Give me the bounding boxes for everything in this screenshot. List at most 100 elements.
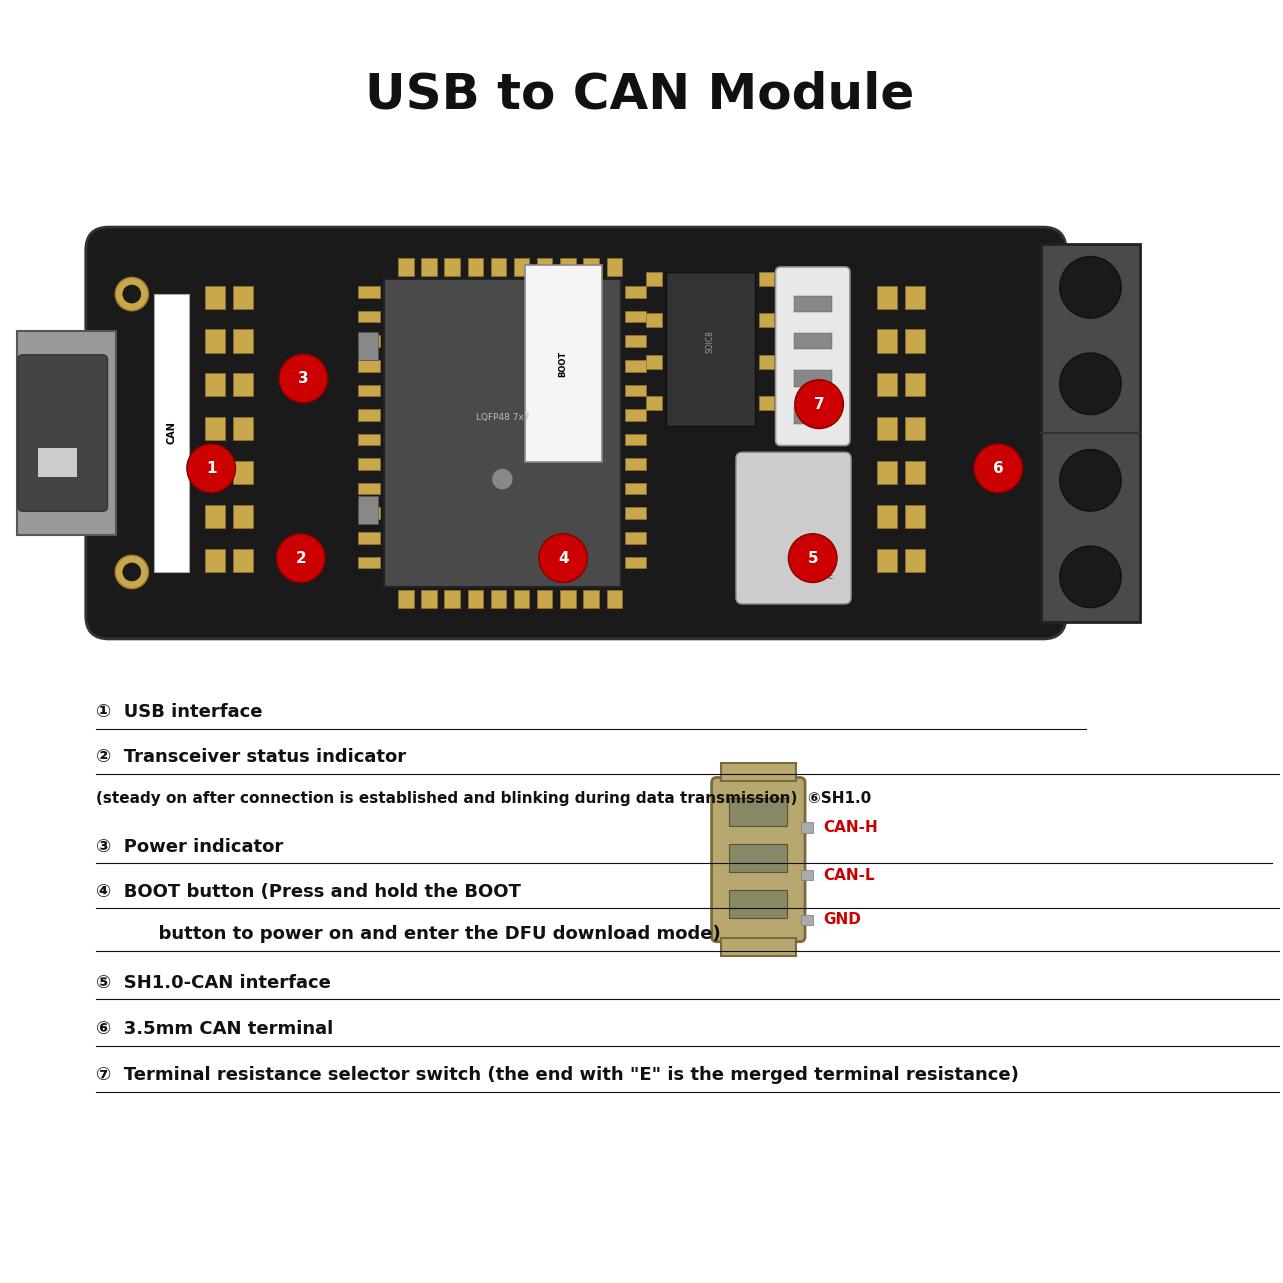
- Text: 6: 6: [993, 461, 1003, 476]
- Bar: [205, 373, 226, 396]
- Bar: [876, 286, 897, 309]
- Bar: [876, 506, 897, 529]
- Bar: [625, 385, 647, 396]
- Text: ⑦  Terminal resistance selector switch (the end with "E" is the merged terminal : ⑦ Terminal resistance selector switch (t…: [96, 1066, 1019, 1084]
- Bar: [793, 407, 831, 423]
- Bar: [625, 557, 647, 568]
- Circle shape: [115, 277, 149, 310]
- Text: button to power on and enter the DFU download mode): button to power on and enter the DFU dow…: [96, 925, 721, 943]
- FancyBboxPatch shape: [86, 227, 1066, 639]
- Bar: [358, 508, 380, 520]
- Bar: [234, 286, 254, 309]
- Circle shape: [115, 556, 149, 589]
- Bar: [625, 434, 647, 445]
- Bar: [625, 335, 647, 346]
- Text: 3: 3: [298, 371, 309, 386]
- Bar: [876, 461, 897, 484]
- Bar: [625, 482, 647, 494]
- Circle shape: [539, 534, 588, 582]
- Circle shape: [1060, 449, 1121, 511]
- Text: 7: 7: [813, 396, 825, 412]
- Bar: [793, 295, 831, 313]
- Bar: [421, 258, 436, 276]
- Bar: [801, 915, 812, 925]
- Bar: [358, 434, 380, 445]
- Bar: [525, 264, 602, 462]
- Bar: [625, 458, 647, 470]
- Bar: [538, 258, 553, 276]
- Bar: [793, 370, 831, 386]
- Bar: [17, 331, 117, 535]
- Bar: [234, 506, 254, 529]
- Bar: [876, 417, 897, 440]
- Text: ⑥  3.5mm CAN terminal: ⑥ 3.5mm CAN terminal: [96, 1020, 334, 1038]
- Bar: [358, 409, 380, 421]
- Bar: [625, 286, 647, 298]
- FancyBboxPatch shape: [712, 777, 804, 942]
- Bar: [721, 763, 795, 781]
- Bar: [905, 417, 925, 440]
- Bar: [384, 280, 621, 586]
- Text: ①  USB interface: ① USB interface: [96, 703, 263, 721]
- Bar: [760, 272, 775, 286]
- Bar: [358, 335, 380, 346]
- Circle shape: [278, 354, 327, 403]
- Text: 1: 1: [207, 461, 217, 476]
- Bar: [793, 332, 831, 349]
- Bar: [721, 938, 795, 956]
- Text: CAN-L: CAN-L: [822, 867, 875, 883]
- Circle shape: [1060, 353, 1121, 414]
- FancyBboxPatch shape: [776, 267, 849, 445]
- Bar: [607, 258, 622, 276]
- Bar: [647, 355, 662, 370]
- Bar: [905, 549, 925, 572]
- Bar: [666, 272, 756, 426]
- Bar: [491, 258, 506, 276]
- Bar: [205, 461, 226, 484]
- Bar: [625, 310, 647, 322]
- Bar: [358, 557, 380, 568]
- Text: CAN: CAN: [167, 422, 177, 444]
- Bar: [876, 330, 897, 353]
- Circle shape: [788, 534, 837, 582]
- Bar: [234, 373, 254, 396]
- Bar: [38, 448, 77, 477]
- Circle shape: [123, 563, 141, 581]
- Bar: [154, 294, 190, 572]
- Text: BOOT: BOOT: [558, 350, 567, 377]
- Circle shape: [187, 444, 236, 493]
- Text: ②  Transceiver status indicator: ② Transceiver status indicator: [96, 748, 412, 766]
- Bar: [647, 396, 662, 411]
- Text: (steady on after connection is established and blinking during data transmission: (steady on after connection is establish…: [96, 790, 871, 806]
- Bar: [234, 330, 254, 353]
- Text: 5: 5: [807, 550, 819, 566]
- Bar: [584, 590, 599, 608]
- Circle shape: [276, 534, 325, 582]
- Bar: [467, 590, 482, 608]
- Circle shape: [794, 380, 843, 429]
- Bar: [561, 258, 576, 276]
- Bar: [514, 590, 530, 608]
- Bar: [358, 458, 380, 470]
- Bar: [358, 361, 380, 372]
- Bar: [876, 549, 897, 572]
- Bar: [358, 310, 380, 322]
- Bar: [234, 461, 254, 484]
- Bar: [205, 286, 226, 309]
- Bar: [491, 590, 506, 608]
- Circle shape: [974, 444, 1023, 493]
- Bar: [444, 590, 459, 608]
- Bar: [358, 385, 380, 396]
- Bar: [905, 286, 925, 309]
- Bar: [234, 549, 254, 572]
- Bar: [358, 482, 380, 494]
- Bar: [1041, 244, 1141, 622]
- Text: LQFP48 7x7: LQFP48 7x7: [476, 413, 529, 422]
- Bar: [905, 506, 925, 529]
- Bar: [467, 258, 482, 276]
- Bar: [625, 361, 647, 372]
- Bar: [760, 313, 775, 327]
- Bar: [729, 798, 788, 826]
- Bar: [205, 330, 226, 353]
- Bar: [538, 590, 553, 608]
